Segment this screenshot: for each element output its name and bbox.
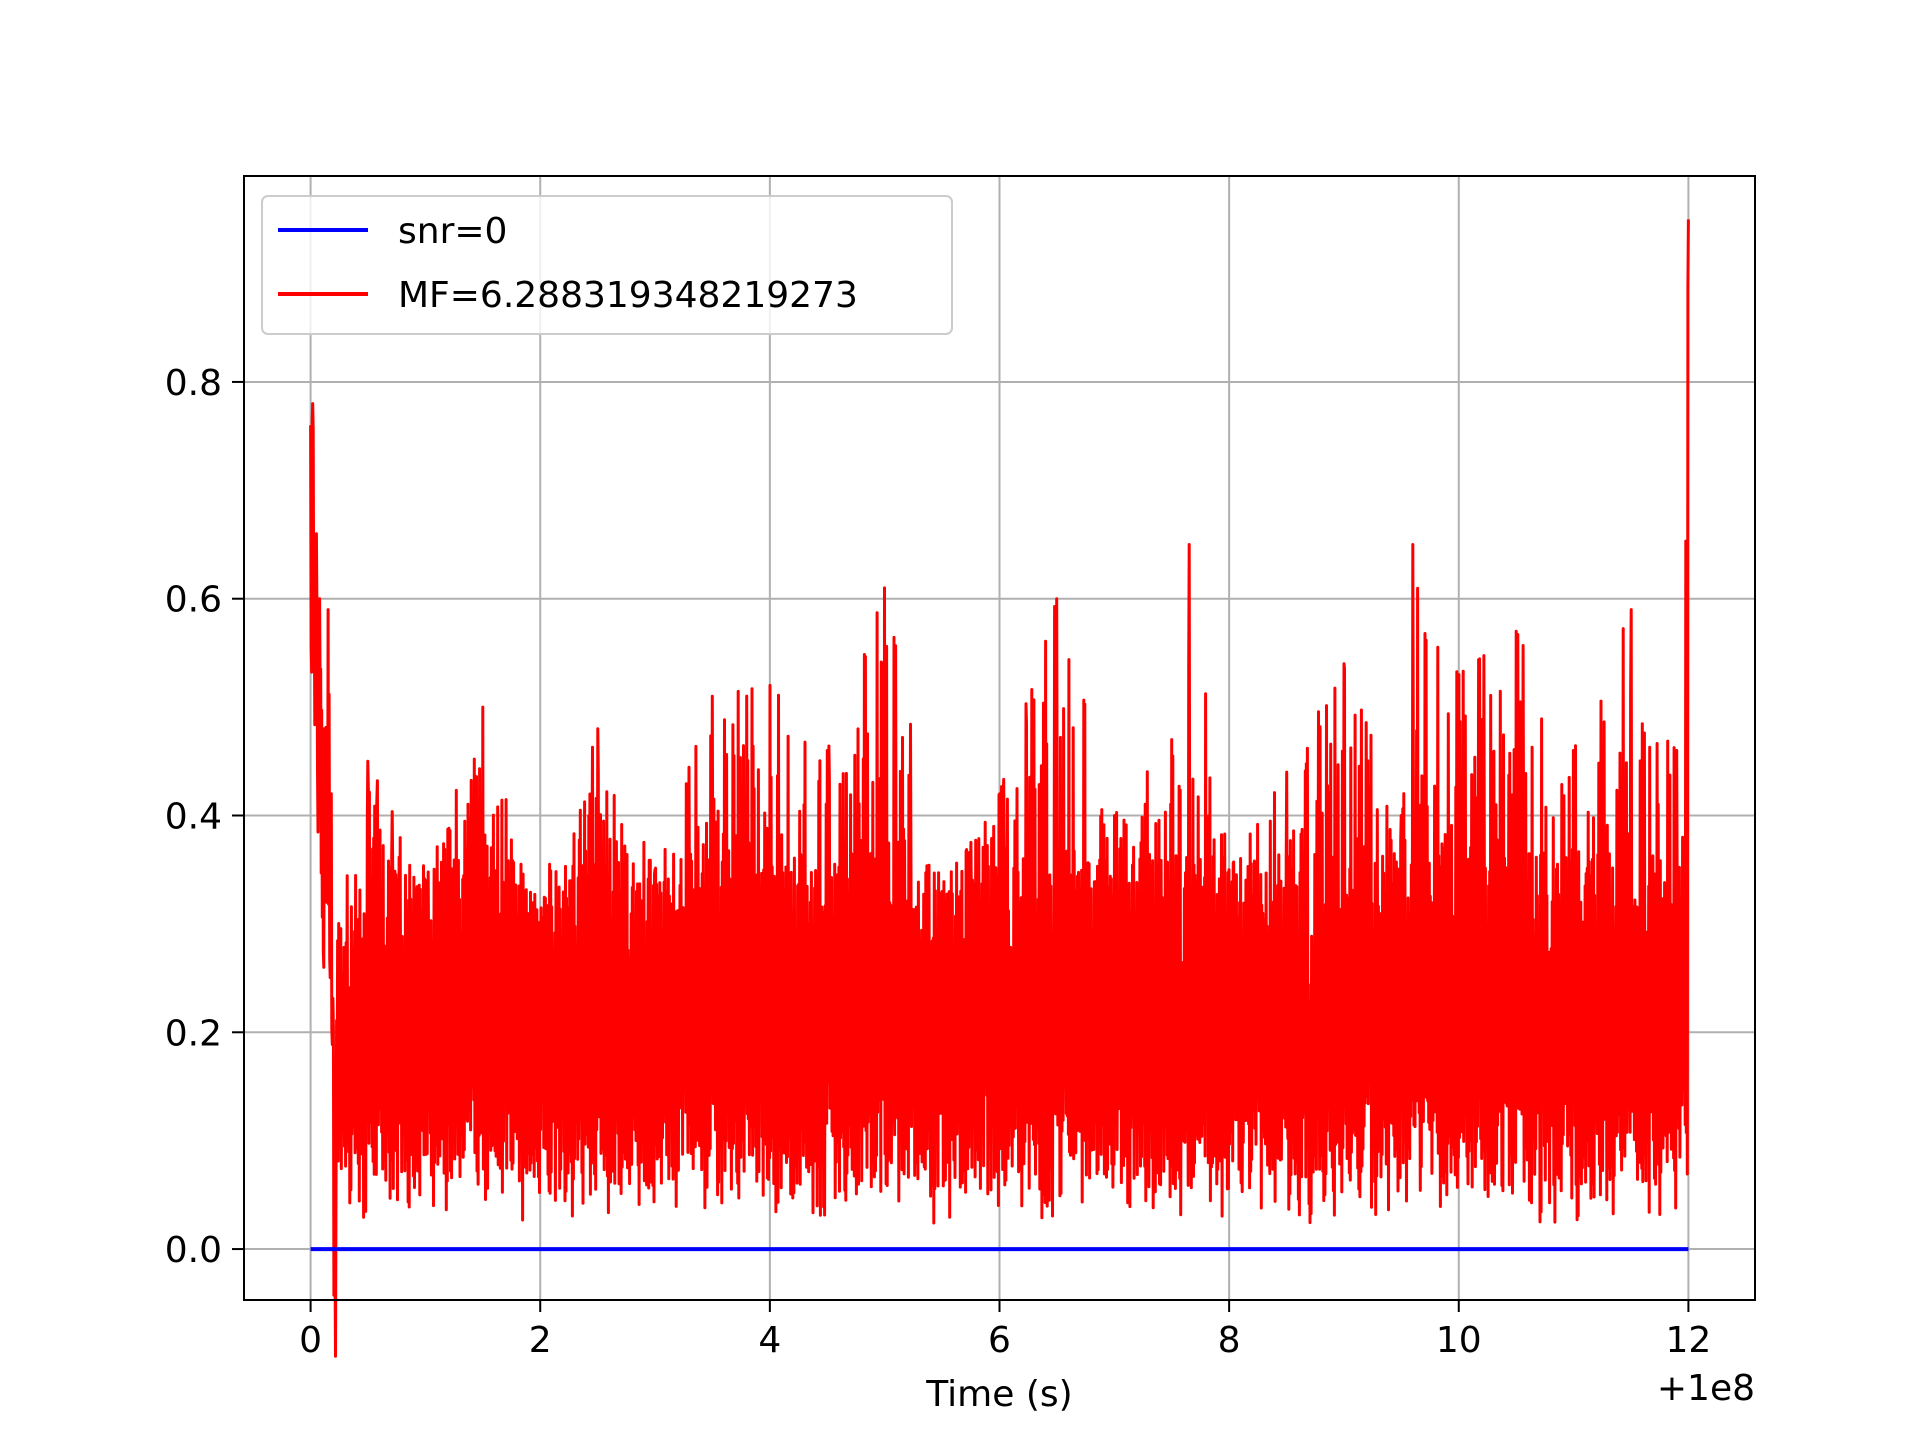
y-tick-label: 0.0: [165, 1230, 222, 1271]
series-line-mf: [309, 219, 1690, 1358]
x-tick-label: 10: [1436, 1320, 1482, 1361]
legend-box: [261, 195, 953, 335]
x-axis-label: Time (s): [925, 1374, 1072, 1415]
x-tick-label: 0: [299, 1320, 322, 1361]
y-tick-label: 0.6: [165, 580, 222, 621]
x-tick-label: 2: [529, 1320, 552, 1361]
legend-label-snr: snr=0: [398, 211, 507, 252]
legend: snr=0 MF=6.288319348219273: [261, 195, 953, 335]
x-tick-label: 12: [1665, 1320, 1711, 1361]
series-lines: [309, 219, 1690, 1358]
y-tick-label: 0.2: [165, 1013, 222, 1054]
x-axis-offset-label: +1e8: [1657, 1368, 1755, 1409]
x-tick-label: 4: [758, 1320, 781, 1361]
x-tick-label: 8: [1218, 1320, 1241, 1361]
x-axis-ticks: 0 2 4 6 8 10 12: [299, 1300, 1711, 1361]
x-tick-label: 6: [988, 1320, 1011, 1361]
y-tick-label: 0.8: [165, 363, 222, 404]
y-tick-label: 0.4: [165, 796, 222, 837]
legend-label-mf: MF=6.288319348219273: [398, 275, 858, 316]
y-axis-ticks: 0.0 0.2 0.4 0.6 0.8: [165, 363, 244, 1271]
